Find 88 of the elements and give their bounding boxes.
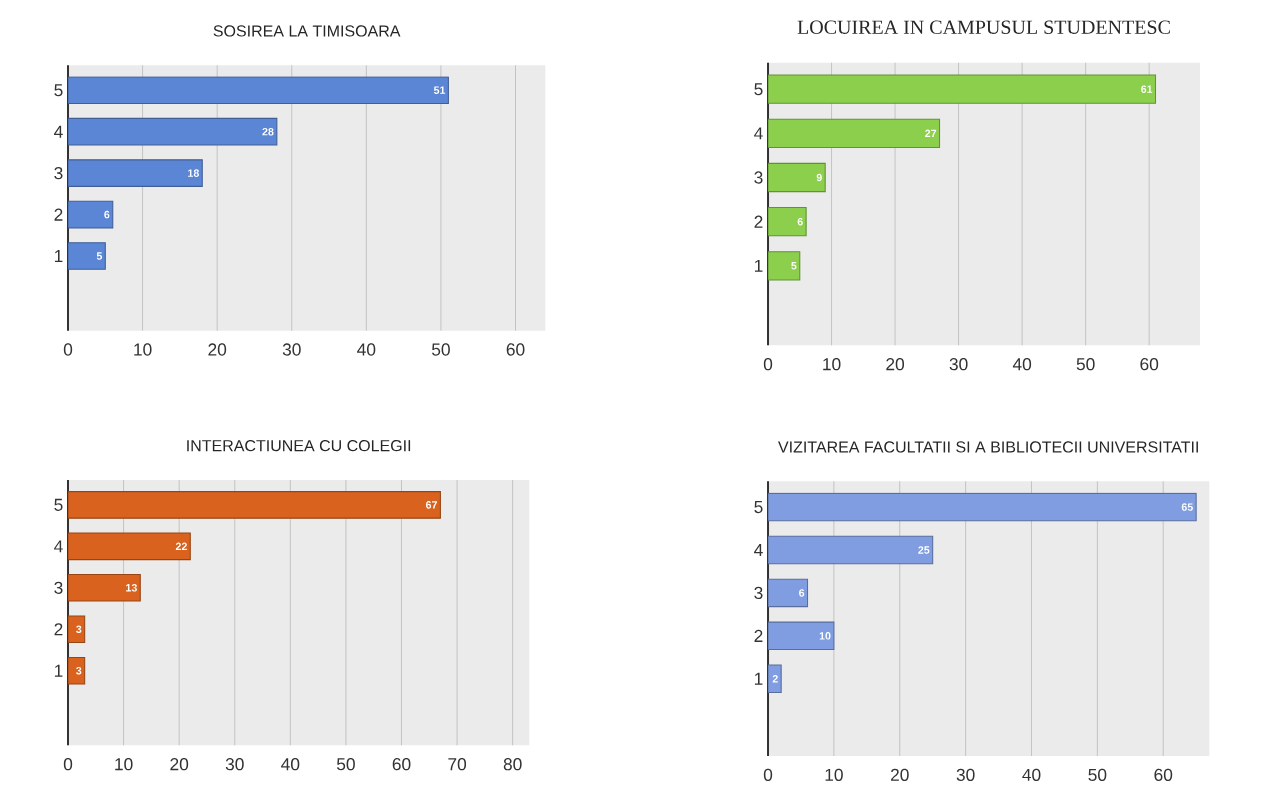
y-tick-label: 4 [754,127,763,140]
x-tick-label: 10 [823,358,841,371]
x-tick-label: 80 [503,758,522,771]
x-tick-label: 60 [392,758,411,771]
bar [768,492,1197,522]
x-tick-label: 50 [1088,768,1107,781]
y-tick-label: 3 [54,581,63,594]
data-label: 9 [816,173,822,182]
y-tick-label: 5 [54,84,63,97]
bar [768,162,826,193]
data-label: 6 [799,589,805,597]
y-tick-label: 3 [54,166,63,180]
bar [768,535,934,565]
data-label: 6 [104,210,110,219]
x-tick-label: 40 [1022,768,1041,781]
data-label: 3 [76,625,82,634]
x-tick-label: 10 [115,758,133,771]
chart-title: INTERACTIUNEA CU COLEGII [187,439,411,452]
x-tick-label: 60 [1140,358,1159,371]
data-label: 3 [76,666,82,675]
y-tick-label: 3 [754,171,763,184]
data-label: 5 [791,262,797,270]
bar [68,159,203,187]
x-tick-label: 40 [1012,358,1032,371]
x-tick-label: 30 [949,358,968,371]
y-tick-label: 4 [754,544,763,556]
bar [68,76,449,105]
x-tick-label: 10 [825,768,843,781]
y-tick-label: 5 [754,501,763,514]
data-label: 13 [126,584,137,592]
x-tick-label: 70 [448,758,467,771]
data-label: 28 [262,127,274,136]
x-tick-label: 20 [208,343,227,356]
bar [68,491,441,519]
x-tick-label: 40 [281,758,300,771]
x-tick-label: 60 [506,343,525,356]
y-tick-label: 2 [54,623,63,636]
y-tick-label: 1 [754,259,763,272]
data-label: 10 [819,632,831,640]
x-tick-label: 20 [886,358,905,371]
bar [68,573,141,602]
x-tick-label: 40 [357,343,376,356]
data-label: 51 [433,86,446,94]
y-tick-label: 4 [54,540,63,553]
x-tick-label: 0 [763,768,773,781]
bar [68,200,114,229]
y-tick-label: 1 [54,250,63,262]
x-tick-label: 50 [1076,358,1095,371]
y-tick-label: 2 [754,215,763,228]
bar [768,74,1157,104]
data-label: 25 [918,546,930,554]
data-label: 27 [925,129,937,138]
y-tick-label: 2 [754,629,763,642]
data-label: 2 [772,675,778,683]
x-tick-label: 0 [763,358,773,371]
x-tick-label: 20 [890,768,909,781]
bar [68,117,278,146]
data-label: 65 [1181,503,1193,511]
data-label: 22 [175,542,187,551]
data-label: 6 [797,217,803,226]
x-tick-label: 30 [282,343,301,356]
x-tick-label: 30 [225,758,244,771]
x-tick-label: 20 [170,758,189,771]
x-tick-label: 60 [1154,768,1173,781]
x-tick-label: 0 [63,343,73,356]
x-tick-label: 0 [63,758,73,771]
data-label: 18 [188,169,199,177]
y-tick-label: 4 [54,125,63,138]
x-tick-label: 50 [431,343,450,356]
y-tick-label: 1 [754,672,763,685]
bar [768,118,941,149]
x-tick-label: 30 [956,768,975,781]
x-tick-label: 50 [336,758,355,771]
y-tick-label: 1 [54,664,63,677]
y-tick-label: 2 [54,208,63,221]
chart-title: LOCUIREA IN CAMPUSUL STUDENTESC [797,20,1170,34]
chart-title: VIZITAREA FACULTATII SI A BIBLIOTECII UNIVERSITATII [778,441,1198,453]
data-label: 5 [96,252,103,260]
data-label: 67 [426,501,437,509]
chart-title: SOSIREA LA TIMISOARA [213,25,401,37]
y-tick-label: 3 [754,586,763,600]
bar [68,532,191,561]
bar [68,242,106,270]
data-label: 61 [1141,85,1153,93]
y-tick-label: 5 [754,83,763,96]
y-tick-label: 5 [54,498,63,511]
bar [768,621,835,651]
x-tick-label: 10 [134,343,152,356]
